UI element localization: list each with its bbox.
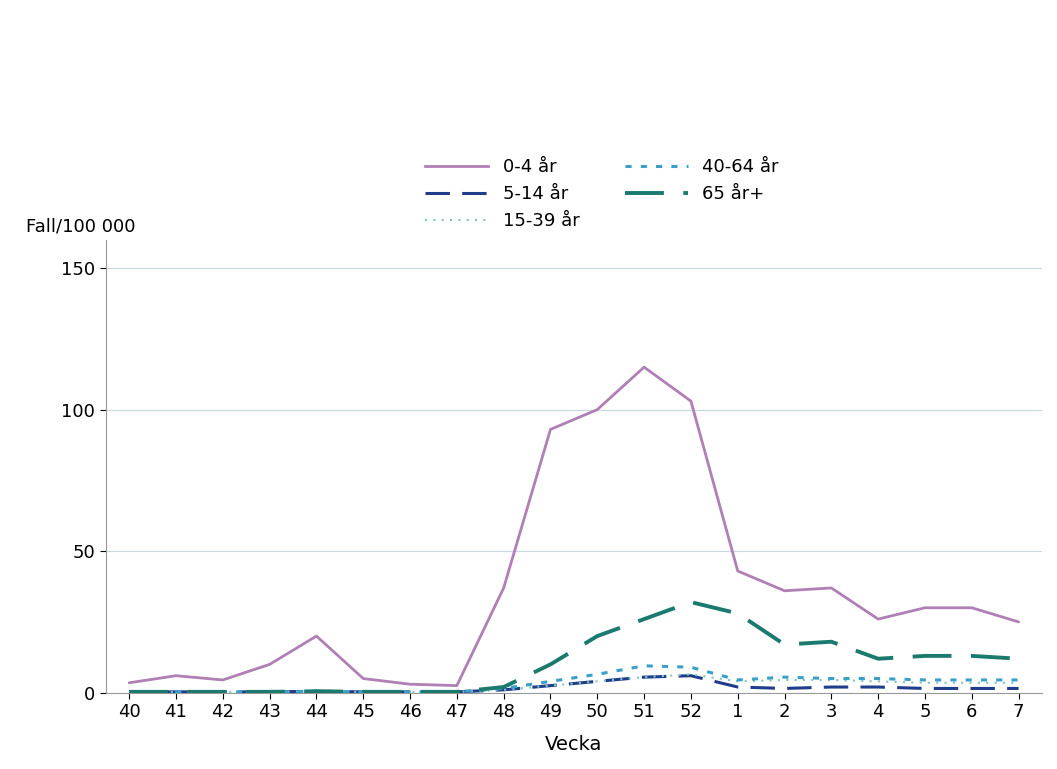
Text: Fall/100 000: Fall/100 000: [26, 217, 135, 235]
Legend: 0-4 år, 5-14 år, 15-39 år, 40-64 år, 65 år+: 0-4 år, 5-14 år, 15-39 år, 40-64 år, 65 …: [425, 158, 779, 230]
X-axis label: Vecka: Vecka: [545, 735, 602, 754]
